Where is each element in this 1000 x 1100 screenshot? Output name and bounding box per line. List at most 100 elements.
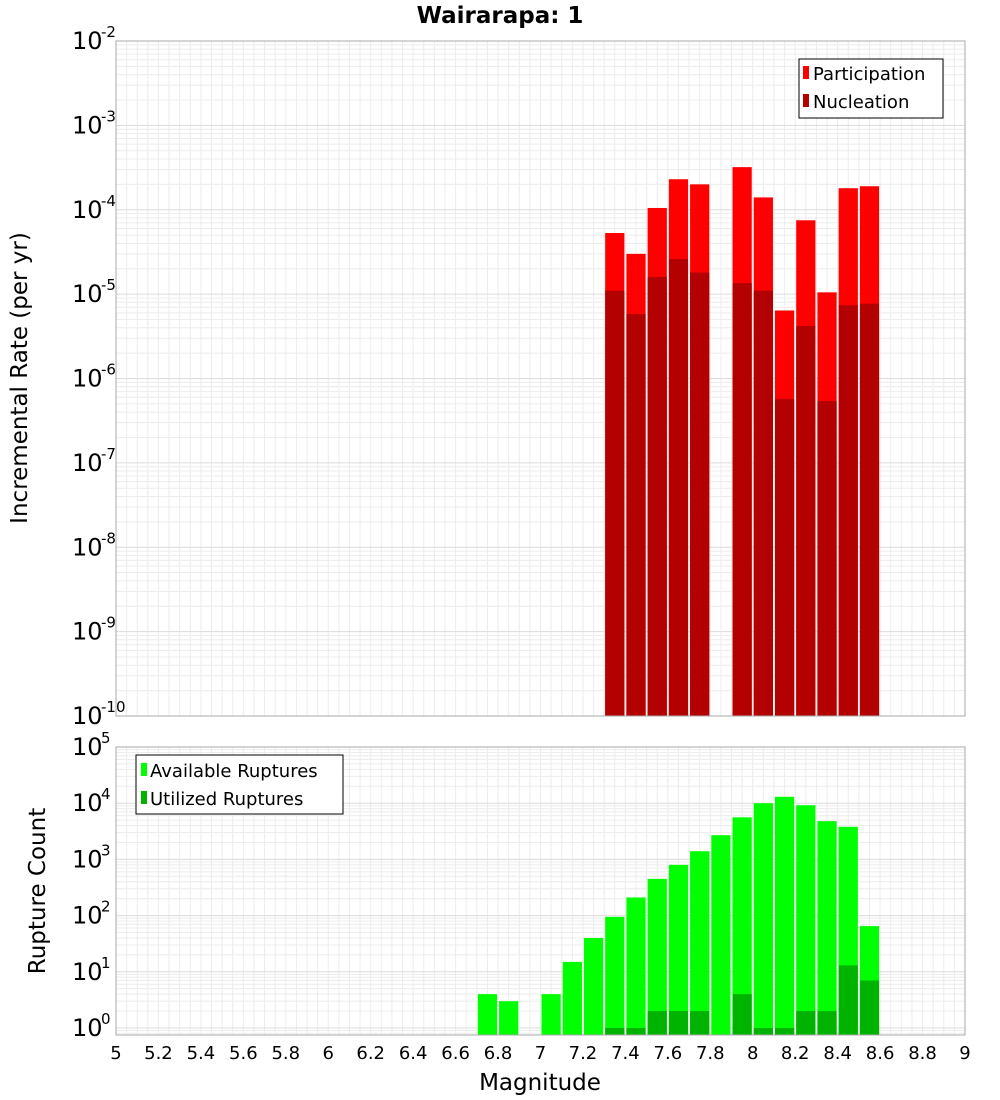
y-tick-exponent: -3 (101, 107, 116, 125)
x-tick-label: 8.2 (781, 1043, 810, 1064)
utilized-ruptures-legend-label: Utilized Ruptures (150, 789, 303, 810)
participation-legend-swatch (803, 66, 809, 79)
x-tick-label: 5.8 (271, 1043, 300, 1064)
x-tick-label: 8.8 (908, 1043, 937, 1064)
available-ruptures-bar (499, 1001, 519, 1035)
nucleation-bar (817, 401, 837, 716)
utilized-ruptures-bar (732, 994, 752, 1035)
x-tick-label: 6.4 (399, 1043, 428, 1064)
available-ruptures-bar (817, 821, 837, 1035)
x-tick-label: 7.6 (654, 1043, 683, 1064)
y-tick-exponent: 0 (101, 1010, 111, 1028)
count-bars (477, 796, 880, 1035)
y-tick-label: 10 (72, 27, 103, 55)
y-tick-label: 10 (72, 702, 103, 730)
utilized-ruptures-bar (753, 1027, 773, 1035)
participation-legend-label: Participation (813, 64, 925, 85)
utilized-ruptures-bar (817, 1011, 837, 1035)
nucleation-bar (668, 259, 689, 716)
nucleation-bar (647, 276, 667, 716)
y-tick-exponent: -9 (101, 614, 116, 632)
x-tick-label: 6 (323, 1043, 334, 1064)
y-tick-label: 10 (72, 902, 103, 930)
nucleation-bar (796, 325, 816, 716)
x-axis-label: Magnitude (479, 1070, 601, 1096)
available-ruptures-bar (774, 796, 795, 1035)
available-ruptures-bar (690, 851, 710, 1035)
y-tick-exponent: -8 (101, 529, 116, 547)
count-y-axis-label: Rupture Count (25, 808, 51, 974)
nucleation-legend-label: Nucleation (813, 92, 909, 113)
rate-plot-frame (115, 40, 966, 717)
y-tick-exponent: 2 (101, 898, 111, 916)
nucleation-bar (626, 314, 646, 716)
x-tick-label: 5 (110, 1043, 121, 1064)
available-ruptures-bar (668, 864, 689, 1035)
count-plot-frame (115, 746, 966, 1036)
count-legend: Available Ruptures Utilized Ruptures (135, 754, 344, 815)
utilized-ruptures-bar (626, 1027, 646, 1035)
y-tick-label: 10 (72, 111, 103, 139)
x-tick-label: 6.8 (484, 1043, 513, 1064)
y-tick-label: 10 (72, 1014, 103, 1042)
x-tick-label: 8 (747, 1043, 758, 1064)
nucleation-bar (690, 272, 710, 716)
rate-y-axis-label: Incremental Rate (per yr) (7, 232, 33, 524)
available-ruptures-bar (562, 961, 582, 1035)
available-ruptures-bar (541, 994, 561, 1035)
y-tick-exponent: -4 (101, 192, 116, 210)
x-tick-label: 5.6 (229, 1043, 258, 1064)
nucleation-bar (753, 290, 773, 716)
nucleation-bar (838, 305, 858, 716)
y-tick-exponent: 1 (101, 954, 111, 972)
count-legend-box (135, 754, 344, 815)
x-tick-label: 5.2 (144, 1043, 173, 1064)
x-tick-label: 6.6 (441, 1043, 470, 1064)
nucleation-bar (605, 290, 625, 716)
utilized-ruptures-bar (774, 1027, 795, 1035)
available-ruptures-bar (583, 937, 604, 1035)
rate-gridlines (115, 40, 966, 717)
y-tick-label: 10 (72, 365, 103, 393)
x-tick-label: 7 (535, 1043, 546, 1064)
y-tick-exponent: -5 (101, 276, 116, 294)
x-tick-label: 7.2 (569, 1043, 598, 1064)
utilized-ruptures-bar (838, 965, 858, 1035)
y-tick-exponent: 4 (101, 785, 111, 803)
y-tick-exponent: -2 (101, 23, 116, 41)
y-tick-exponent: -6 (101, 361, 116, 379)
rate-bars (605, 167, 880, 717)
nucleation-legend-swatch (803, 94, 809, 107)
utilized-ruptures-legend-swatch (141, 791, 147, 804)
available-ruptures-bar (753, 803, 773, 1035)
x-tick-label: 8.6 (866, 1043, 895, 1064)
x-tick-label: 5.4 (187, 1043, 216, 1064)
x-tick-label: 6.2 (356, 1043, 385, 1064)
y-tick-label: 10 (72, 789, 103, 817)
y-tick-label: 10 (72, 196, 103, 224)
x-tick-label: 8.4 (823, 1043, 852, 1064)
y-tick-label: 10 (72, 958, 103, 986)
x-tick-label: 7.4 (611, 1043, 640, 1064)
available-ruptures-bar (626, 897, 646, 1035)
utilized-ruptures-bar (859, 980, 880, 1035)
x-tick-label: 7.8 (696, 1043, 725, 1064)
y-tick-label: 10 (72, 533, 103, 561)
y-tick-label: 10 (72, 618, 103, 646)
y-tick-exponent: 3 (101, 841, 111, 859)
utilized-ruptures-bar (796, 1011, 816, 1035)
nucleation-bar (859, 303, 880, 716)
available-ruptures-bar (732, 817, 752, 1035)
available-ruptures-bar (477, 994, 498, 1035)
rate-legend-box (798, 58, 944, 119)
y-tick-exponent: 5 (101, 729, 111, 747)
available-ruptures-bar (796, 805, 816, 1035)
x-axis-ticks: 5 5.2 5.4 5.6 5.8 6 6.2 6.4 6.6 6.8 7 7.2 7.4 7.6 7.8 8… (110, 1043, 970, 1064)
utilized-ruptures-bar (605, 1027, 625, 1035)
available-ruptures-bar (605, 916, 625, 1035)
